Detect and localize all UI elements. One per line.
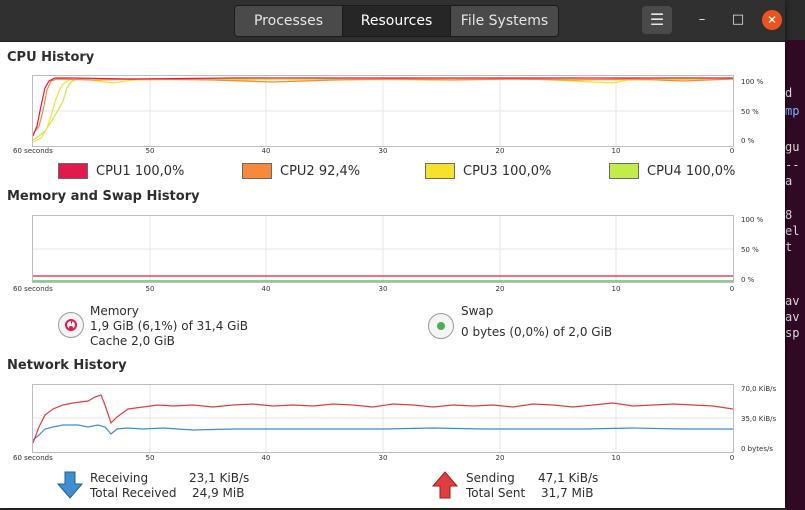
header-bar: Processes Resources File Systems ☰ – □ ✕ [0,0,785,42]
total-sent-label: Total Sent [466,486,526,500]
cpu-y-tick: 100 % [741,78,764,86]
network-y-tick: 0 bytes/s [741,445,773,453]
network-history-title: Network History [7,358,127,373]
memory-x-tick: 50 [145,285,155,293]
cpu-y-tick: 0 % [741,137,755,145]
terminal-line: el [785,224,800,238]
memory-info: Memory 1,9 GiB (6,1%) of 31,4 GiB Cache … [90,304,248,349]
cpu-x-tick: 30 [378,147,388,155]
memory-usage: 1,9 GiB (6,1%) of 31,4 GiB [90,319,249,333]
total-received-label: Total Received [90,486,177,500]
legend-cpu2[interactable]: CPU2 92,4% [242,163,360,179]
system-monitor-window: Processes Resources File Systems ☰ – □ ✕… [0,0,785,508]
cpu-x-tick: 0 [729,147,735,155]
tab-resources[interactable]: Resources [343,6,451,36]
memory-history-title: Memory and Swap History [7,189,200,204]
minimize-icon[interactable]: – [698,12,706,27]
legend-cpu4[interactable]: CPU4 100,0% [609,163,735,179]
swap-pie-icon[interactable] [428,313,454,339]
background-terminal [785,40,805,510]
cpu-x-tick: 40 [261,147,271,155]
cpu-x-tick: 50 [145,147,155,155]
memory-x-tick: 0 [729,285,735,293]
memory-x-tick: 40 [261,285,271,293]
network-graph [32,384,734,453]
network-x-tick: 0 [729,454,735,462]
memory-x-tick: 30 [378,285,388,293]
cpu-x-tick: 10 [611,147,621,155]
memory-y-tick: 0 % [741,276,755,284]
network-y-tick: 35,0 KiB/s [741,415,777,423]
terminal-line: t [785,240,793,254]
network-x-tick: 20 [495,454,505,462]
network-x-tick: 10 [611,454,621,462]
receiving-label: Receiving [90,471,149,485]
cpu-x-tick: 60 seconds [13,147,53,155]
memory-cache: Cache 2,0 GiB [90,334,175,348]
legend-label: CPU1 [96,163,131,179]
legend-label: CPU2 [280,163,315,179]
close-icon[interactable]: ✕ [762,10,782,30]
sending-value: 47,1 KiB/s [538,471,599,485]
memory-pie-icon[interactable] [58,312,84,338]
legend-cpu1[interactable]: CPU1 100,0% [58,163,184,179]
cpu-graph [32,75,734,147]
memory-graph [32,215,734,283]
terminal-line: sp [785,326,800,340]
terminal-line: a [785,174,793,188]
network-x-tick: 30 [378,454,388,462]
tab-processes[interactable]: Processes [235,6,343,36]
view-switcher: Processes Resources File Systems [234,5,559,37]
hamburger-menu-icon[interactable]: ☰ [642,6,672,34]
total-sent-value: 31,7 MiB [541,486,594,500]
memory-x-tick: 10 [611,285,621,293]
memory-x-tick: 20 [495,285,505,293]
memory-label: Memory [90,304,139,318]
memory-y-tick: 100 % [741,216,764,224]
color-swatch[interactable] [58,163,88,179]
receiving-value: 23,1 KiB/s [189,471,250,485]
terminal-line: -- [785,158,800,172]
color-swatch[interactable] [425,163,455,179]
terminal-line: d [785,86,793,100]
sending-arrow-icon[interactable] [431,471,459,503]
legend-cpu3[interactable]: CPU3 100,0% [425,163,551,179]
swap-info: Swap 0 bytes (0,0%) of 2,0 GiB [461,304,612,340]
swap-usage: 0 bytes (0,0%) of 2,0 GiB [461,325,613,339]
cpu-y-tick: 50 % [741,108,759,116]
swap-label: Swap [461,304,494,318]
legend-value: 100,0% [685,163,736,179]
legend-value: 92,4% [318,163,361,179]
legend-value: 100,0% [501,163,552,179]
legend-label: CPU4 [647,163,682,179]
network-x-tick: 40 [261,454,271,462]
terminal-line: gu [785,140,800,154]
memory-y-tick: 50 % [741,246,759,254]
memory-x-tick: 60 seconds [13,285,53,293]
network-x-tick: 60 seconds [13,454,53,462]
terminal-line: av [785,310,800,324]
color-swatch[interactable] [609,163,639,179]
total-received-value: 24,9 MiB [192,486,245,500]
network-y-tick: 70,0 KiB/s [741,385,777,393]
legend-value: 100,0% [134,163,185,179]
receiving-arrow-icon[interactable] [56,471,84,503]
cpu-history-title: CPU History [7,50,95,65]
maximize-icon[interactable]: □ [731,12,745,27]
legend-label: CPU3 [463,163,498,179]
sending-label: Sending [466,471,515,485]
terminal-line: av [785,294,800,308]
tab-file-systems[interactable]: File Systems [451,6,558,36]
color-swatch[interactable] [242,163,272,179]
terminal-line: mp [785,104,800,118]
terminal-line: 8 [785,208,793,222]
network-x-tick: 50 [145,454,155,462]
cpu-x-tick: 20 [495,147,505,155]
